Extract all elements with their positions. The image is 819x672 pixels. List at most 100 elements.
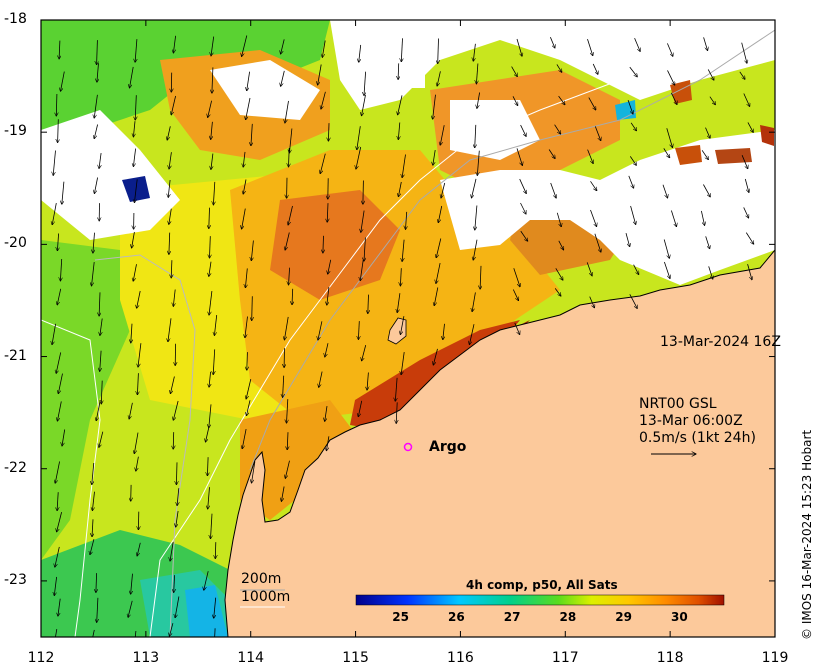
current-vector xyxy=(670,92,677,105)
current-vector xyxy=(246,97,251,120)
current-vector xyxy=(555,268,563,280)
current-vector xyxy=(130,66,134,88)
current-vector xyxy=(61,71,65,92)
current-vector xyxy=(319,371,323,388)
current-vector xyxy=(402,239,405,262)
current-vector xyxy=(93,232,95,253)
current-vector xyxy=(54,576,57,596)
current-vector xyxy=(209,291,213,315)
current-vector xyxy=(138,343,142,367)
current-vector xyxy=(514,322,520,335)
current-product-label: NRT00 GSL xyxy=(639,396,717,412)
current-vector xyxy=(52,203,57,225)
current-vector xyxy=(743,93,750,107)
cloud-patch xyxy=(120,205,140,230)
lat-tick-label: -23 xyxy=(4,571,27,588)
current-vector xyxy=(400,268,401,286)
lon-tick-label: 119 xyxy=(761,650,789,666)
current-vector xyxy=(356,146,362,169)
current-vector xyxy=(361,210,365,233)
current-vector xyxy=(630,205,636,225)
current-vector xyxy=(173,400,179,420)
current-vector xyxy=(99,153,102,168)
colorbar-tick-label: 25 xyxy=(392,610,409,624)
current-vector xyxy=(513,268,520,287)
current-vector xyxy=(708,266,713,279)
current-vector xyxy=(664,261,670,279)
current-vector xyxy=(62,181,65,205)
current-vector xyxy=(285,100,289,123)
lon-tick-label: 112 xyxy=(27,650,55,666)
cloud-east xyxy=(440,130,775,285)
current-vector xyxy=(326,436,330,451)
current-vector xyxy=(134,432,139,454)
current-vector xyxy=(211,121,213,140)
current-vector xyxy=(516,148,522,165)
current-vector xyxy=(176,462,177,484)
current-vector xyxy=(169,232,170,255)
current-vector xyxy=(629,66,638,77)
current-vector xyxy=(550,182,557,198)
current-vector xyxy=(325,343,329,357)
current-vector xyxy=(213,349,215,374)
current-vector xyxy=(101,380,102,404)
current-vector xyxy=(57,288,62,305)
current-vector xyxy=(171,95,176,115)
credit-label: © IMOS 16-Mar-2024 15:23 Hobart xyxy=(800,429,814,640)
current-vector xyxy=(133,121,135,137)
current-vector xyxy=(401,38,402,62)
current-vector xyxy=(92,491,95,511)
current-vector xyxy=(630,122,636,131)
current-vector xyxy=(520,124,527,136)
current-vector xyxy=(662,184,668,198)
current-vector xyxy=(469,324,475,344)
current-vector xyxy=(629,294,638,308)
current-vector xyxy=(594,126,601,140)
current-vector xyxy=(58,598,61,616)
current-vector xyxy=(590,181,597,190)
current-vector xyxy=(135,95,136,120)
current-vector xyxy=(281,39,285,54)
current-vector xyxy=(395,377,397,402)
cloud-north-central xyxy=(210,60,320,120)
current-vector xyxy=(628,175,634,188)
sst-blue-south xyxy=(185,585,228,637)
current-vector xyxy=(666,128,673,147)
current-vector xyxy=(287,399,288,423)
lon-tick-label: 115 xyxy=(342,650,369,666)
current-vector xyxy=(131,573,133,595)
current-vector xyxy=(592,63,598,75)
lat-tick-label: -21 xyxy=(4,347,27,364)
current-vector xyxy=(358,321,359,339)
current-vector xyxy=(292,288,293,305)
current-vector xyxy=(629,156,636,165)
current-vector xyxy=(476,63,478,84)
current-vector xyxy=(134,630,137,637)
current-vector xyxy=(57,401,62,421)
current-vector xyxy=(364,237,365,262)
current-vector xyxy=(519,178,527,194)
sst-patch-east xyxy=(670,80,692,104)
current-vector xyxy=(204,571,209,590)
current-vector xyxy=(173,35,176,53)
current-vector xyxy=(705,127,711,139)
current-vector xyxy=(556,64,562,72)
current-vector xyxy=(436,263,441,283)
current-vector xyxy=(520,230,528,241)
current-vector xyxy=(328,123,329,141)
current-vector xyxy=(213,181,214,205)
current-vector xyxy=(168,318,172,342)
current-vector xyxy=(211,153,213,170)
current-vector xyxy=(215,542,216,559)
current-vector xyxy=(174,575,175,592)
current-vector xyxy=(289,267,290,285)
current-vector xyxy=(209,261,212,277)
current-vector xyxy=(472,292,476,311)
sst-dark-orange-central xyxy=(270,190,400,300)
current-vector xyxy=(284,316,289,340)
lat-tick-label: -18 xyxy=(4,11,27,27)
current-vector xyxy=(97,40,98,65)
current-vector xyxy=(132,231,135,248)
current-vector xyxy=(245,316,248,338)
